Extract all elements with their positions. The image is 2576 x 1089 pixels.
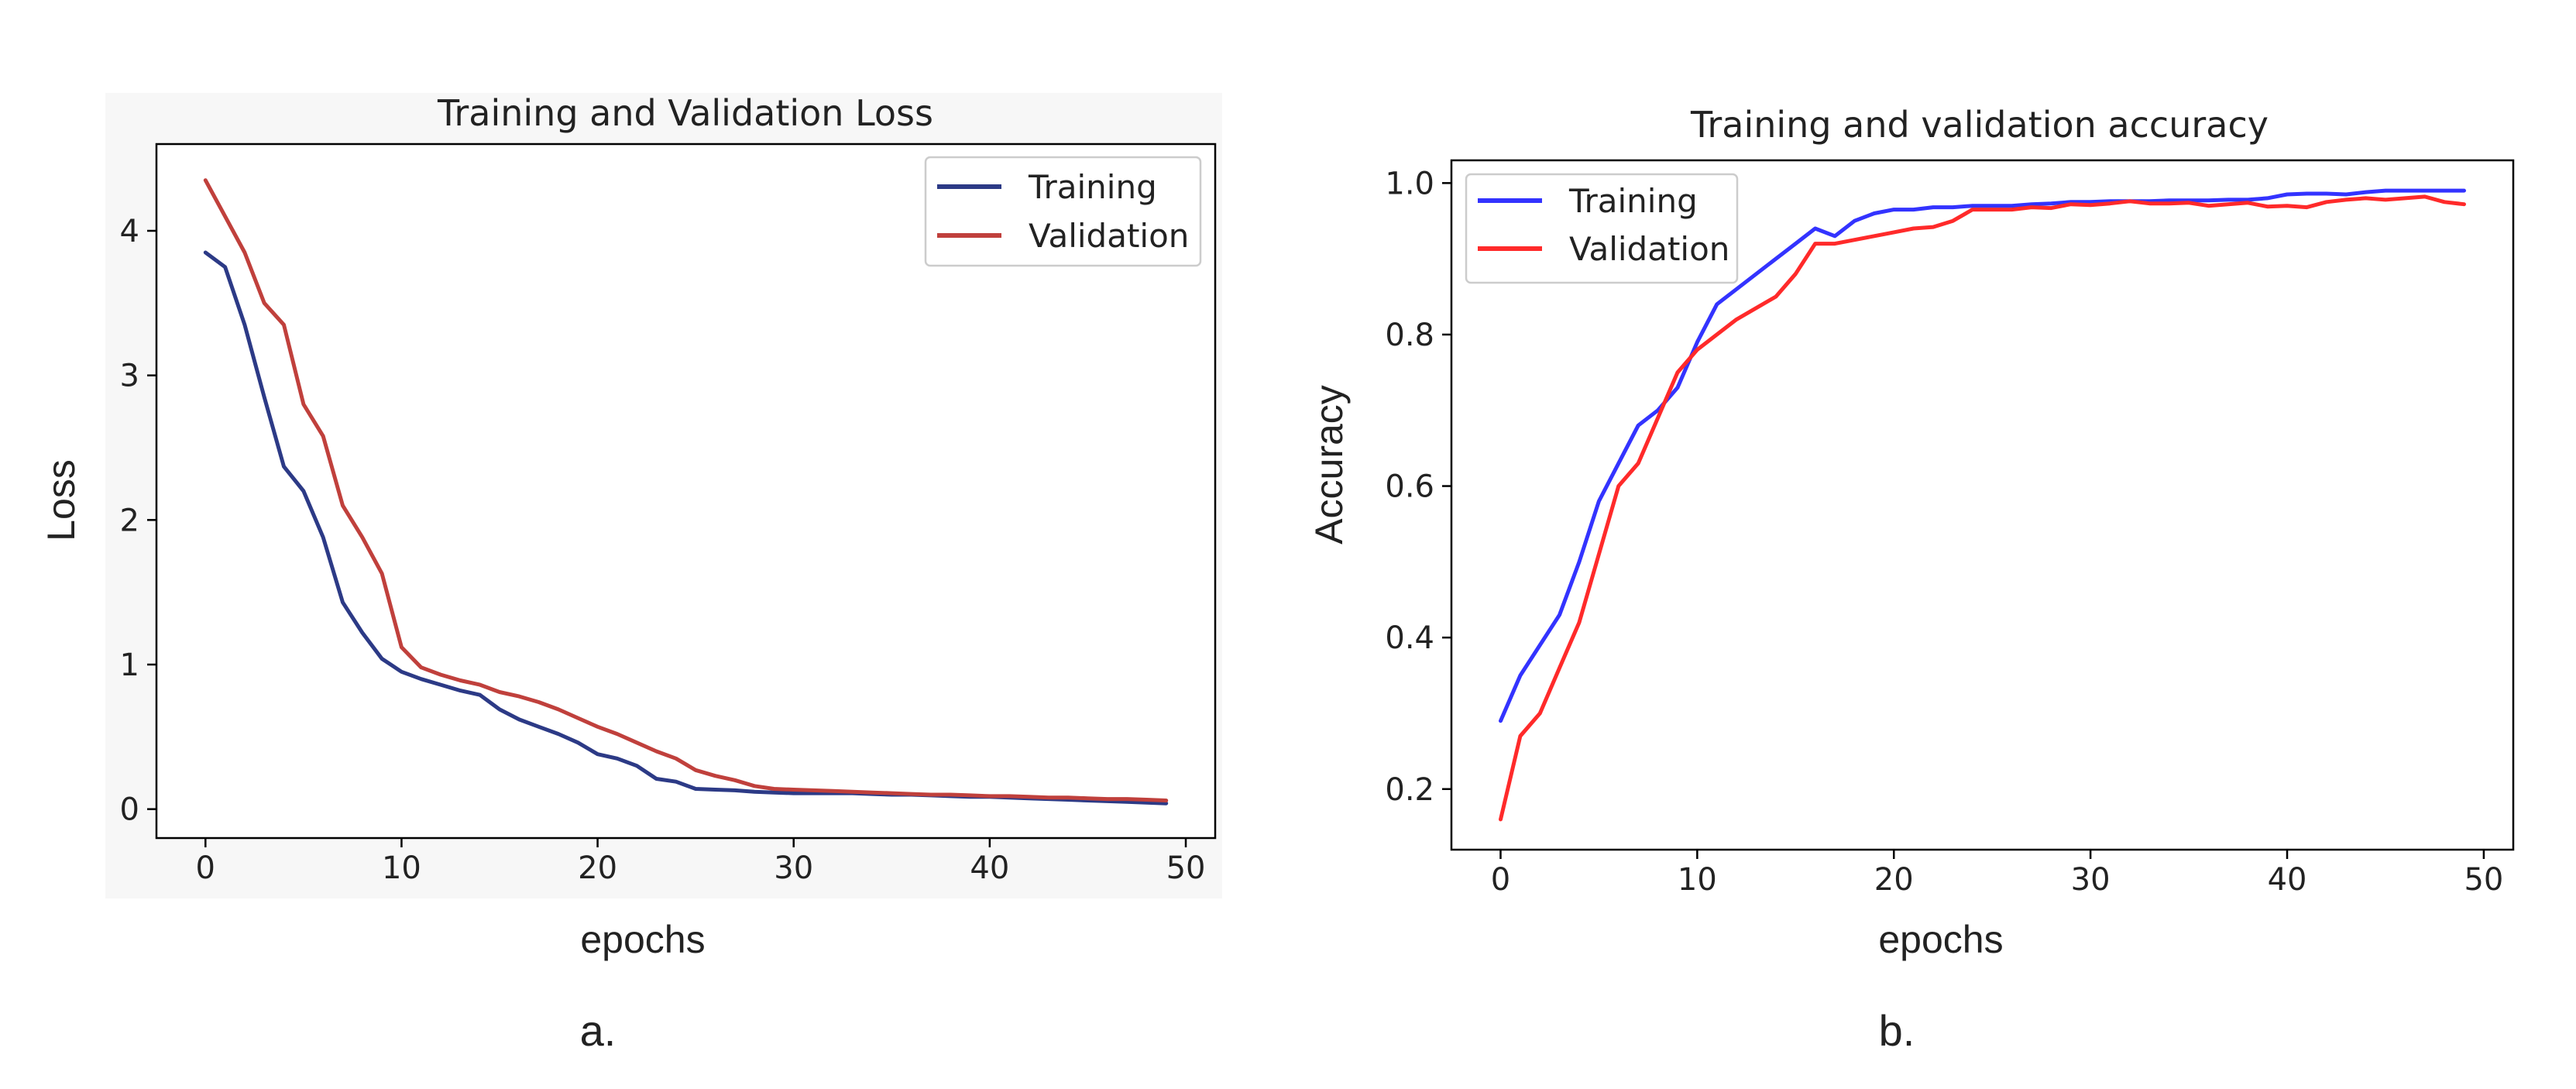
accuracy-legend: Training Validation (1465, 173, 1739, 284)
accuracy-chart-title: Training and validation accuracy (1690, 104, 2269, 146)
loss-axes-frame (155, 143, 1217, 840)
accuracy-x-axis-label: epochs (1878, 918, 2003, 961)
loss-legend-training-label: Training (1028, 168, 1157, 206)
accuracy-chart: 0 10 20 30 40 50 0.2 0.4 0.6 0.8 1.0 Training and… (1307, 104, 2515, 1055)
loss-x-tick-label: 50 (1166, 850, 1206, 886)
loss-y-tick-label: 0 (120, 792, 139, 828)
accuracy-axes-frame (1450, 159, 2515, 851)
accuracy-y-axis-label: Accuracy (1307, 385, 1351, 544)
accuracy-x-tick-label: 0 (1491, 862, 1510, 898)
loss-chart-title: Training and Validation Loss (437, 92, 933, 134)
accuracy-x-tick-label: 40 (2268, 862, 2307, 898)
loss-chart: 0 10 20 30 40 50 0 1 2 3 4 Training and Validatio… (39, 92, 1222, 1055)
loss-y-tick-label: 2 (120, 503, 139, 538)
loss-x-tick-label: 30 (774, 850, 813, 886)
loss-legend-validation-label: Validation (1029, 217, 1189, 255)
loss-panel-label: a. (580, 1006, 617, 1055)
accuracy-series-layer (1499, 188, 2466, 822)
accuracy-y-tick-label: 0.4 (1385, 620, 1434, 656)
loss-x-tick-label: 40 (970, 850, 1009, 886)
accuracy-y-tick-label: 0.6 (1385, 469, 1434, 505)
accuracy-series-validation-line (1499, 194, 2466, 822)
loss-y-tick-label: 4 (120, 214, 139, 249)
accuracy-x-tick-label: 10 (1678, 862, 1717, 898)
loss-y-ticks: 0 1 2 3 4 (120, 214, 156, 828)
accuracy-panel-label: b. (1879, 1006, 1915, 1055)
loss-y-axis-label: Loss (39, 459, 83, 541)
accuracy-y-tick-label: 1.0 (1385, 166, 1434, 201)
accuracy-x-tick-label: 30 (2071, 862, 2111, 898)
loss-x-tick-label: 0 (196, 850, 215, 886)
accuracy-x-ticks: 0 10 20 30 40 50 (1491, 850, 2503, 898)
loss-series-validation-line (203, 178, 1169, 802)
loss-y-tick-label: 3 (120, 359, 139, 394)
loss-x-tick-label: 10 (382, 850, 421, 886)
loss-legend: Training Validation (924, 156, 1202, 267)
loss-series-layer (203, 178, 1169, 806)
loss-y-tick-label: 1 (120, 648, 139, 683)
loss-x-tick-label: 20 (578, 850, 617, 886)
accuracy-y-ticks: 0.2 0.4 0.6 0.8 1.0 (1385, 166, 1451, 808)
accuracy-legend-validation-label: Validation (1569, 230, 1729, 268)
loss-x-ticks: 0 10 20 30 40 50 (196, 838, 1206, 886)
accuracy-legend-training-label: Training (1568, 182, 1698, 220)
accuracy-x-tick-label: 50 (2464, 862, 2503, 898)
loss-x-axis-label: epochs (580, 918, 705, 961)
accuracy-y-tick-label: 0.2 (1385, 772, 1434, 808)
accuracy-y-tick-label: 0.8 (1385, 318, 1434, 353)
accuracy-x-tick-label: 20 (1874, 862, 1914, 898)
